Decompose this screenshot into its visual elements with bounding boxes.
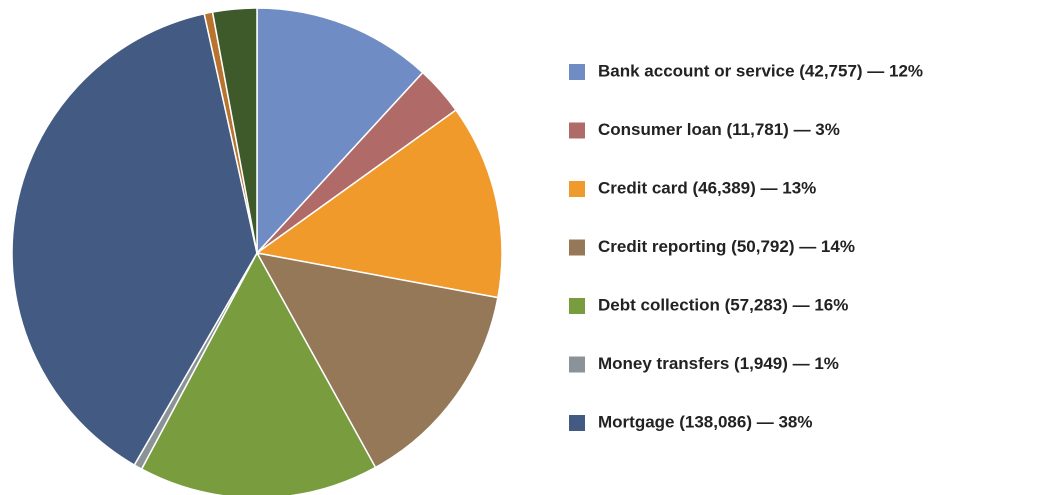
- pie-slice: [255, 109, 503, 299]
- legend-swatch: [569, 415, 585, 431]
- legend-swatch: [569, 239, 585, 256]
- legend-swatch: [569, 356, 585, 373]
- legend-label: Credit reporting (50,792) — 14%: [598, 237, 855, 256]
- pie-slice: [211, 7, 258, 254]
- legend-swatch: [569, 181, 585, 197]
- legend-swatch: [569, 298, 585, 314]
- legend-label: Credit card (46,389) — 13%: [598, 178, 816, 197]
- pie-slice: [140, 251, 377, 495]
- legend-label: Mortgage (138,086) — 38%: [598, 412, 812, 431]
- legend-swatch: [569, 122, 585, 139]
- pie-slice: [256, 7, 424, 255]
- legend-label: Debt collection (57,283) — 16%: [598, 295, 848, 314]
- legend-label: Bank account or service (42,757) — 12%: [598, 61, 923, 80]
- legend-swatch: [569, 64, 585, 80]
- pie-slice: [11, 12, 258, 467]
- pie-slice: [255, 251, 499, 469]
- legend-label: Money transfers (1,949) — 1%: [598, 354, 839, 373]
- legend-label: Consumer loan (11,781) — 3%: [598, 120, 840, 139]
